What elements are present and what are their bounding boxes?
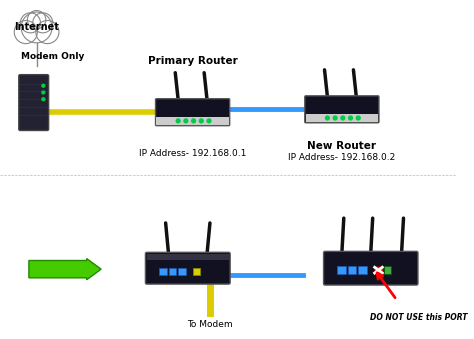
FancyBboxPatch shape [147, 254, 229, 260]
FancyBboxPatch shape [156, 117, 229, 125]
FancyBboxPatch shape [324, 251, 418, 285]
Circle shape [33, 13, 53, 33]
Circle shape [14, 21, 37, 44]
FancyBboxPatch shape [19, 75, 49, 131]
Circle shape [176, 119, 180, 123]
FancyBboxPatch shape [146, 252, 230, 284]
Circle shape [356, 116, 360, 120]
Circle shape [348, 116, 353, 120]
Circle shape [326, 116, 329, 120]
Circle shape [42, 98, 45, 101]
Circle shape [333, 116, 337, 120]
Circle shape [42, 84, 45, 87]
FancyBboxPatch shape [159, 268, 166, 275]
Text: Internet: Internet [14, 22, 59, 33]
FancyBboxPatch shape [384, 266, 391, 274]
FancyBboxPatch shape [169, 268, 176, 275]
FancyBboxPatch shape [374, 266, 383, 274]
FancyBboxPatch shape [358, 266, 367, 274]
FancyBboxPatch shape [305, 96, 379, 123]
FancyBboxPatch shape [306, 114, 378, 122]
Circle shape [36, 21, 59, 44]
FancyBboxPatch shape [337, 266, 346, 274]
Text: Modem Only: Modem Only [21, 52, 84, 61]
Circle shape [21, 12, 52, 43]
Circle shape [20, 13, 40, 33]
Text: New Router: New Router [307, 141, 376, 151]
Circle shape [42, 91, 45, 94]
Circle shape [200, 119, 203, 123]
FancyBboxPatch shape [192, 268, 201, 275]
Text: IP Address- 192.168.0.2: IP Address- 192.168.0.2 [288, 153, 395, 162]
FancyBboxPatch shape [347, 266, 356, 274]
FancyArrow shape [29, 259, 101, 280]
Circle shape [184, 119, 188, 123]
Circle shape [207, 119, 211, 123]
Text: Primary Router: Primary Router [148, 56, 237, 66]
Circle shape [341, 116, 345, 120]
Circle shape [191, 119, 195, 123]
Text: To Modem: To Modem [187, 320, 233, 329]
Circle shape [27, 11, 46, 29]
FancyBboxPatch shape [155, 99, 230, 126]
Text: DO NOT USE this PORT: DO NOT USE this PORT [370, 313, 468, 321]
Text: IP Address- 192.168.0.1: IP Address- 192.168.0.1 [139, 149, 246, 158]
FancyBboxPatch shape [178, 268, 186, 275]
